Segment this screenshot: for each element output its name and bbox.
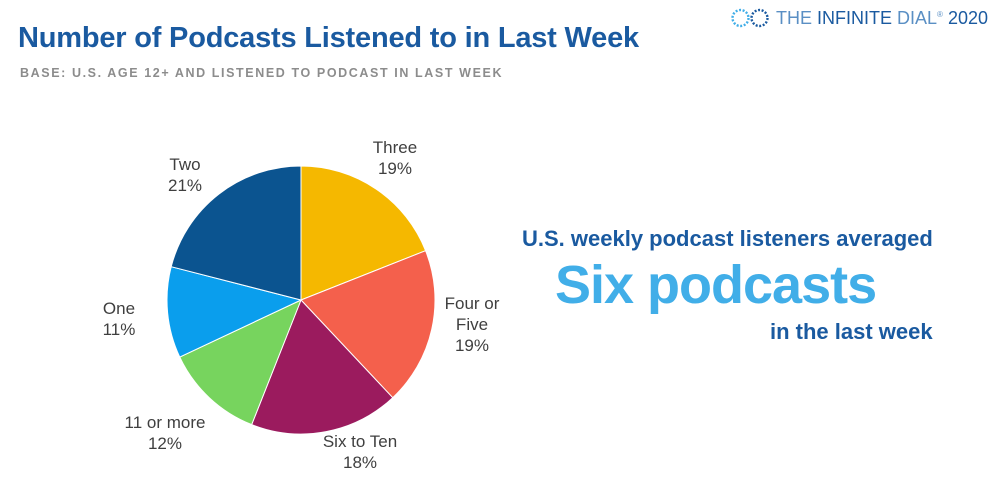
callout-intro: U.S. weekly podcast listeners averaged: [522, 226, 933, 251]
slice-category: 11 or more: [124, 413, 206, 432]
slice-percent: 12%: [147, 434, 183, 453]
slice-label: 11 or more 12%: [125, 412, 206, 454]
callout-highlight: Six podcasts: [555, 255, 877, 315]
slice-category: Five: [455, 315, 489, 334]
brand-logo: THE INFINITE DIAL® 2020: [730, 6, 988, 30]
slice-percent: 19%: [377, 159, 413, 178]
slice-category: Two: [169, 155, 201, 174]
slice-label: Two 21%: [168, 154, 202, 196]
slice-percent: 19%: [454, 336, 490, 355]
slice-percent: 11%: [102, 320, 136, 339]
pie-slice: [179, 299, 302, 426]
slice-label: Four or Five 19%: [445, 293, 500, 356]
slice-category: Six to Ten: [322, 432, 398, 451]
pie-slice: [300, 165, 427, 301]
brand-infinite: INFINITE: [817, 7, 893, 28]
brand-year: 2020: [942, 7, 988, 28]
chart-title: Number of Podcasts Listened to in Last W…: [18, 22, 639, 54]
slice-category: One: [102, 299, 136, 318]
brand-the: THE: [776, 7, 818, 28]
slice-label: Three 19%: [373, 137, 417, 179]
slice-percent: 18%: [342, 453, 378, 472]
pie-slice: [170, 165, 302, 301]
slice-percent: 21%: [167, 176, 203, 195]
callout-outro: in the last week: [770, 319, 933, 344]
slice-category: Three: [372, 138, 418, 157]
pie-slice: [166, 266, 303, 358]
slice-label: Six to Ten 18%: [323, 431, 397, 473]
pie-slice: [251, 299, 394, 435]
pie-slice: [300, 250, 436, 399]
infinity-icon: [731, 8, 769, 28]
brand-dial: DIAL: [892, 7, 938, 28]
chart-subtitle: BASE: U.S. AGE 12+ AND LISTENED TO PODCA…: [20, 66, 504, 80]
slice-category: Four or: [444, 294, 500, 313]
brand-registered-mark: ®: [937, 9, 943, 19]
slice-label: One 11%: [103, 298, 136, 340]
